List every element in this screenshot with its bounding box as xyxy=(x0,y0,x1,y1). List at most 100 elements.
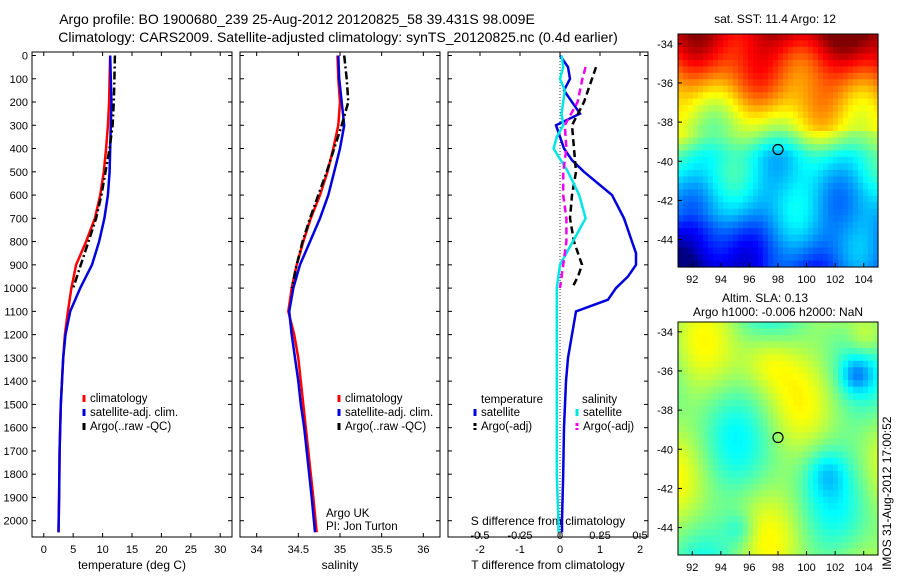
map-cell xyxy=(783,425,789,433)
map-cell xyxy=(753,412,759,420)
map-cell xyxy=(783,234,789,242)
map-cell xyxy=(828,451,834,459)
map-cell xyxy=(803,144,809,152)
map-cell xyxy=(793,354,799,362)
map-cell xyxy=(753,516,759,524)
map-cell xyxy=(723,241,729,249)
map-cell xyxy=(758,85,764,93)
map-cell xyxy=(873,490,879,498)
map-cell xyxy=(763,470,769,478)
map-x-tick-label: 100 xyxy=(797,274,815,286)
map-cell xyxy=(808,496,814,504)
map-cell xyxy=(778,254,784,262)
map-cell xyxy=(728,59,734,67)
salinity-panel: 34 34.5 35 35.5 36salinityclimatologysatelli… xyxy=(239,51,441,572)
map-cell xyxy=(863,241,869,249)
map-cell xyxy=(858,150,864,158)
map-cell xyxy=(873,328,879,336)
map-cell xyxy=(868,399,874,407)
map-cell xyxy=(708,399,714,407)
map-cell xyxy=(758,341,764,349)
map-cell xyxy=(808,156,814,165)
map-cell xyxy=(728,260,734,268)
map-cell xyxy=(843,399,849,407)
map-cell xyxy=(743,347,749,355)
map-cell xyxy=(838,328,844,336)
argo-location-marker xyxy=(772,143,784,156)
map-cell xyxy=(783,380,789,388)
map-cell xyxy=(748,202,754,210)
map-x-tick-label: 96 xyxy=(743,562,755,574)
map-cell xyxy=(798,124,804,132)
map-cell xyxy=(843,144,849,152)
map-cell xyxy=(753,386,759,394)
map-cell xyxy=(803,215,809,223)
map-cell xyxy=(748,66,754,74)
map-cell xyxy=(733,444,739,453)
map-cell xyxy=(843,354,849,362)
map-cell xyxy=(803,322,809,330)
map-cell xyxy=(738,432,744,440)
map-cell xyxy=(858,451,864,459)
map-cell xyxy=(873,182,879,190)
map-cell xyxy=(868,150,874,158)
map-cell xyxy=(733,438,739,446)
map-cell xyxy=(683,260,689,268)
map-cell xyxy=(788,367,794,375)
map-cell xyxy=(713,399,719,407)
map-cell xyxy=(738,334,744,343)
map-cell xyxy=(783,399,789,407)
map-cell xyxy=(713,215,719,223)
map-cell xyxy=(678,189,684,197)
map-cell xyxy=(828,40,834,48)
map-cell xyxy=(818,529,824,537)
map-cell xyxy=(718,40,724,48)
map-cell xyxy=(803,393,809,401)
map-cell xyxy=(823,105,829,113)
map-cell xyxy=(848,470,854,478)
map-cell xyxy=(823,509,829,517)
map-cell xyxy=(678,496,684,504)
map-cell xyxy=(718,254,724,262)
map-cell xyxy=(778,40,784,48)
map-cell xyxy=(843,124,849,132)
map-cell xyxy=(788,522,794,530)
map-cell xyxy=(713,85,719,93)
map-cell xyxy=(723,215,729,223)
map-cell xyxy=(783,176,789,184)
map-cell xyxy=(823,137,829,145)
map-cell xyxy=(788,419,794,427)
map-cell xyxy=(788,503,794,511)
map-cell xyxy=(683,509,689,517)
map-cell xyxy=(853,176,859,184)
map-cell xyxy=(773,380,779,388)
map-y-tick-label: -36 xyxy=(657,366,673,378)
y-tick-label: 300 xyxy=(10,120,28,132)
map-cell xyxy=(723,496,729,504)
map-cell xyxy=(798,516,804,524)
map-cell xyxy=(838,451,844,459)
map-cell xyxy=(808,347,814,355)
map-cell xyxy=(853,34,859,42)
map-cell xyxy=(803,444,809,453)
map-cell xyxy=(703,529,709,537)
map-cell xyxy=(848,46,854,55)
map-cell xyxy=(708,247,714,255)
map-cell xyxy=(798,131,804,139)
map-cell xyxy=(808,470,814,478)
map-cell xyxy=(728,247,734,255)
map-cell xyxy=(763,98,769,106)
map-cell xyxy=(783,189,789,197)
map-cell xyxy=(688,328,694,336)
map-cell xyxy=(753,529,759,537)
map-cell xyxy=(728,503,734,511)
map-cell xyxy=(848,535,854,543)
map-cell xyxy=(728,40,734,48)
map-cell xyxy=(858,215,864,223)
map-cell xyxy=(833,425,839,433)
map-cell xyxy=(763,228,769,236)
map-cell xyxy=(773,182,779,190)
map-cell xyxy=(793,163,799,171)
map-cell xyxy=(713,542,719,550)
map-cell xyxy=(858,419,864,427)
